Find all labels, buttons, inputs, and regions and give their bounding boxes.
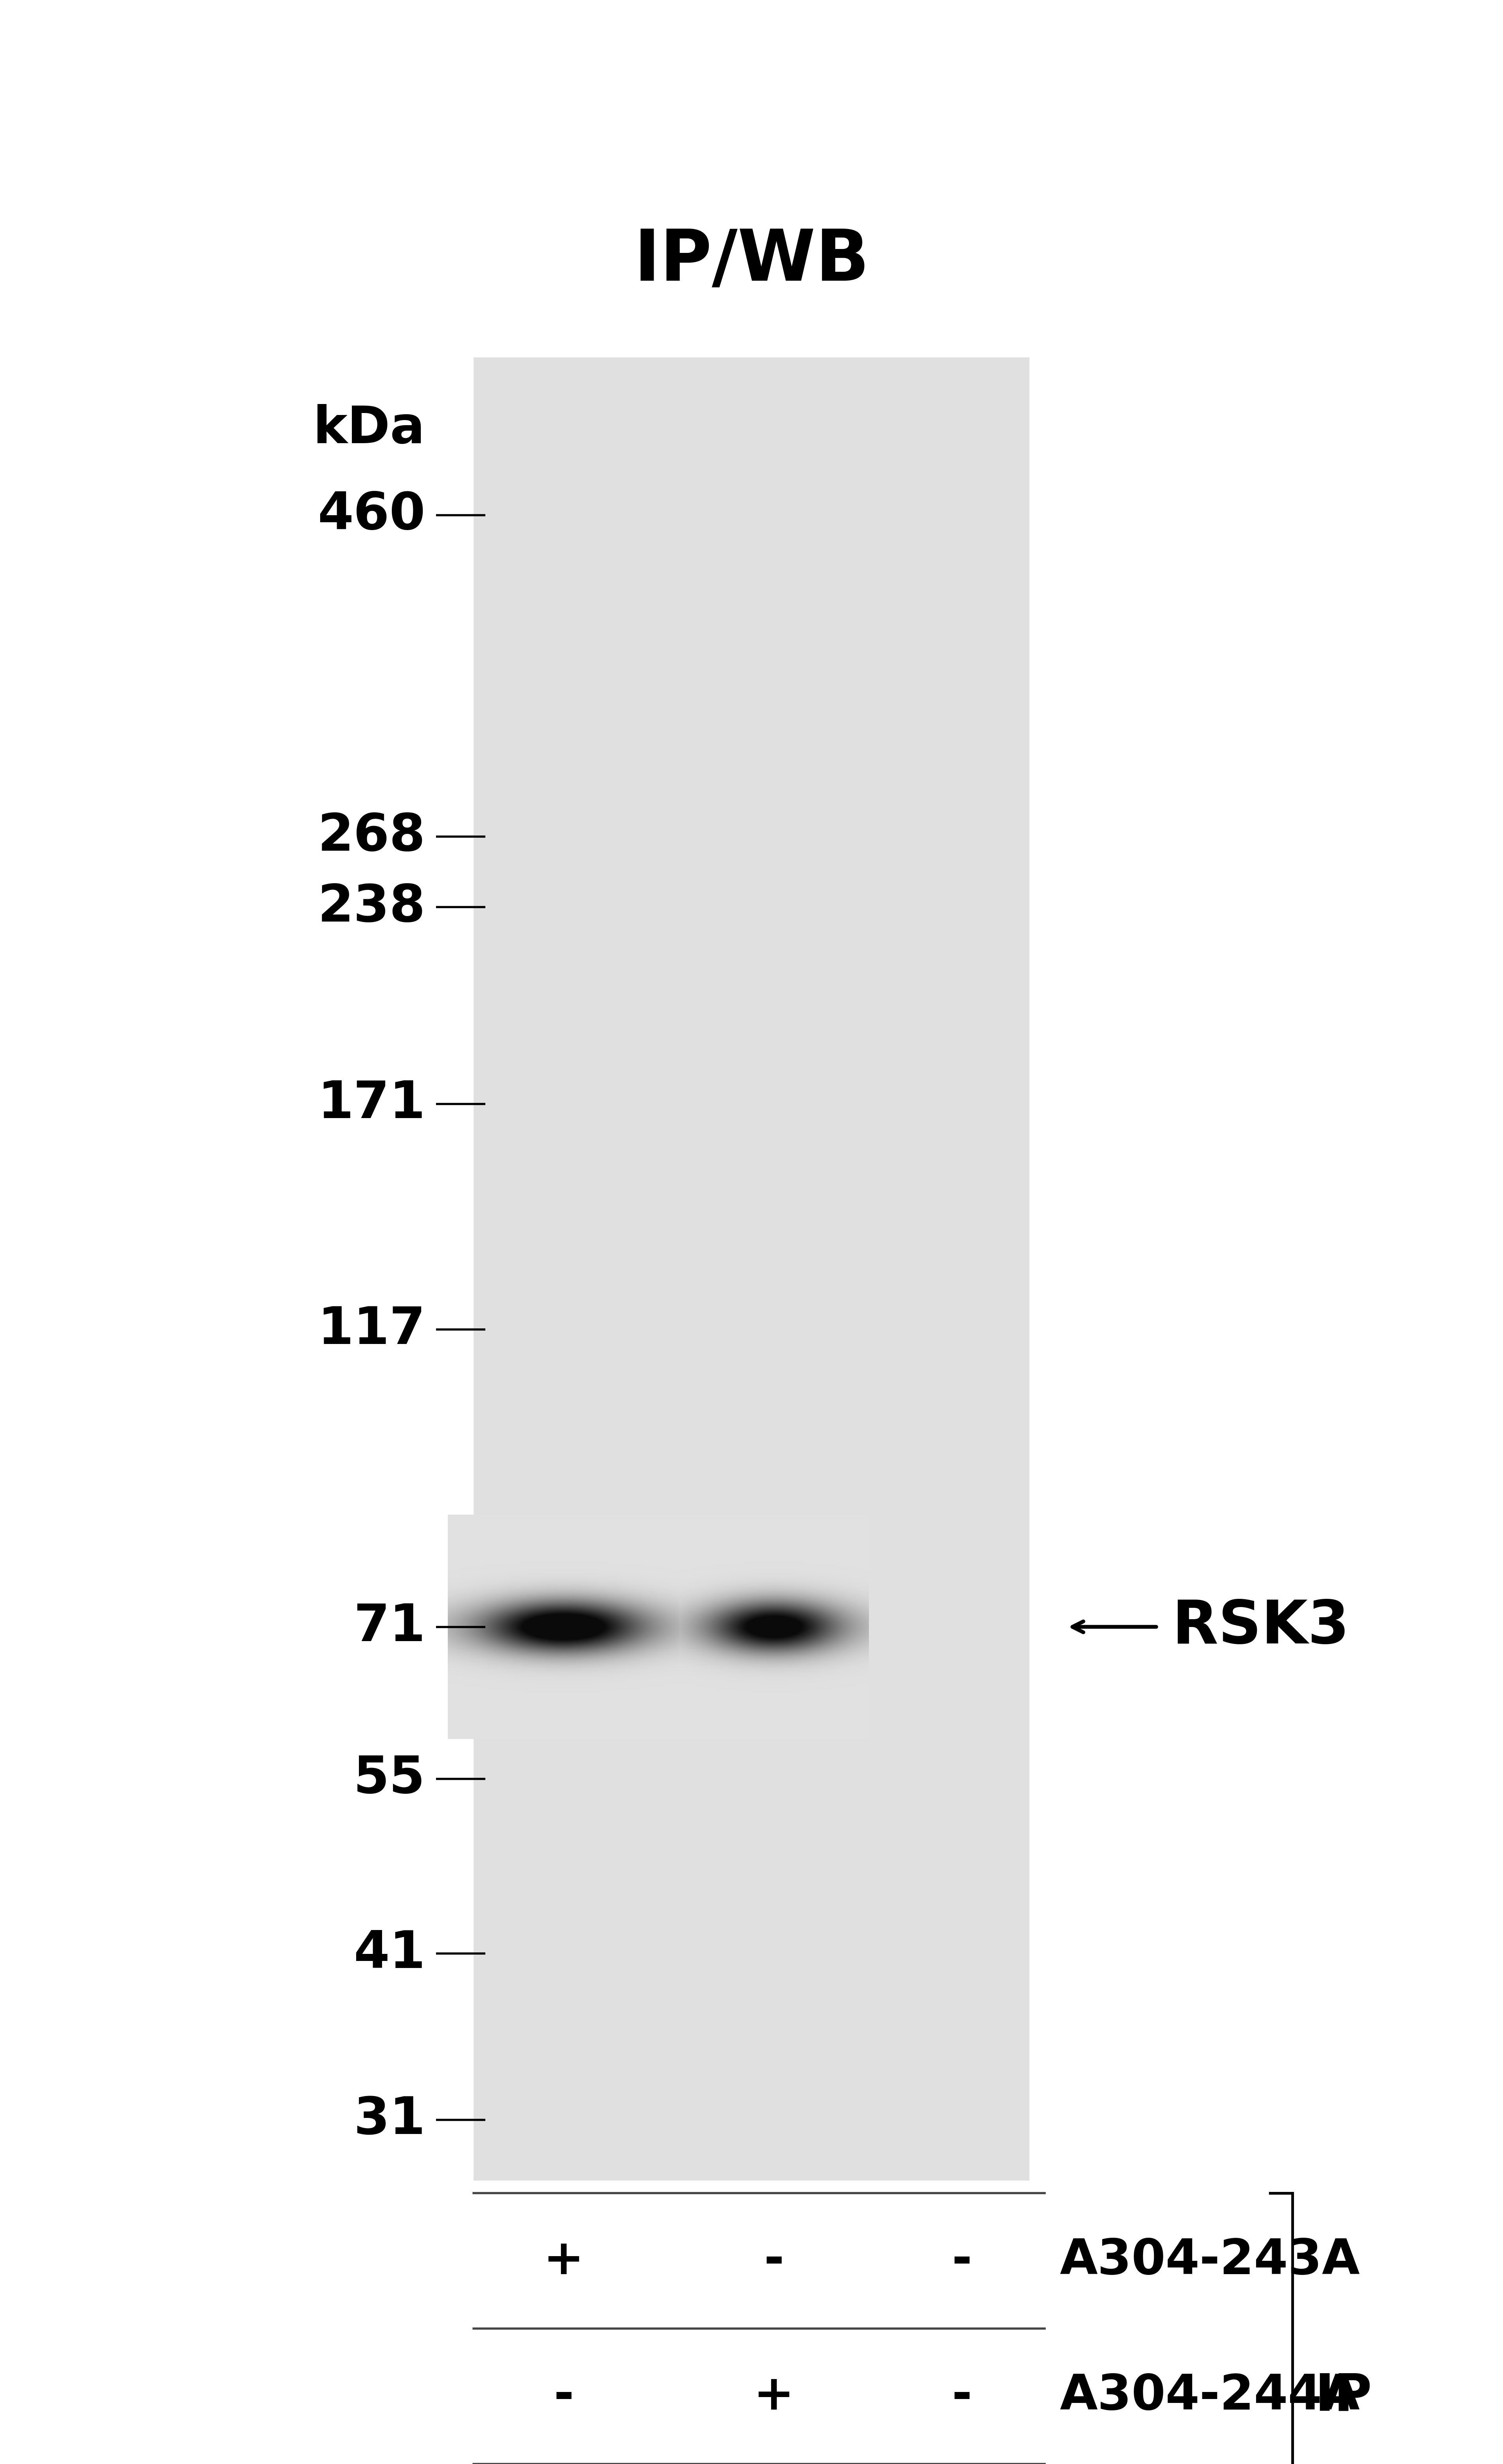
Text: -: -	[764, 2237, 785, 2284]
Text: IP/WB: IP/WB	[634, 227, 869, 296]
Text: -: -	[951, 2373, 972, 2420]
Text: 71: 71	[353, 1602, 425, 1651]
Text: IP: IP	[1315, 2370, 1372, 2422]
Text: 55: 55	[353, 1754, 425, 1804]
Text: -: -	[951, 2237, 972, 2284]
Text: 238: 238	[317, 882, 425, 931]
Text: 171: 171	[317, 1079, 425, 1129]
Text: -: -	[553, 2373, 574, 2420]
Text: 460: 460	[317, 490, 425, 540]
Text: RSK3: RSK3	[1172, 1597, 1350, 1656]
Text: 117: 117	[317, 1306, 425, 1355]
Text: 31: 31	[353, 2094, 425, 2144]
Text: +: +	[753, 2373, 795, 2420]
Text: A304-244A: A304-244A	[1060, 2373, 1360, 2420]
Text: 268: 268	[317, 811, 425, 862]
Bar	[473, 357, 1030, 2181]
Text: +: +	[543, 2237, 585, 2284]
Text: kDa: kDa	[313, 404, 425, 453]
Text: A304-243A: A304-243A	[1060, 2237, 1360, 2284]
Text: 41: 41	[353, 1929, 425, 1979]
